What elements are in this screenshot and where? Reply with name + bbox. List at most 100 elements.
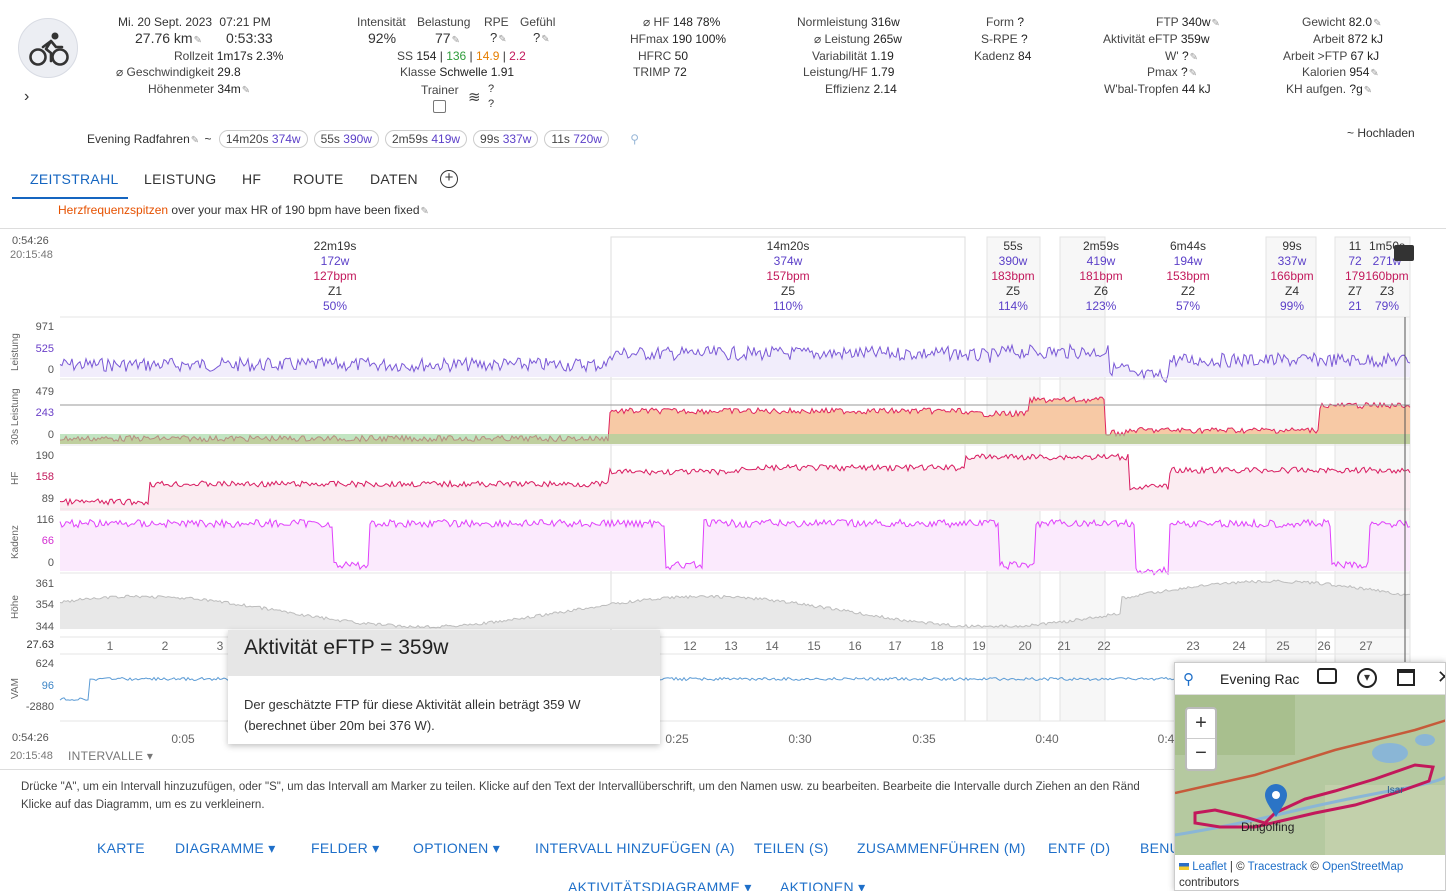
interval-header[interactable]: 55s 390w 183bpm Z5 114% <box>973 239 1053 314</box>
close-icon[interactable]: ✕ <box>1437 667 1445 688</box>
interval-header[interactable]: 11 72 179 Z7 21 <box>1340 239 1370 314</box>
intervals-button[interactable]: INTERVALLE ▾ <box>68 749 154 763</box>
caret-down-icon: ▾ <box>492 840 501 856</box>
km-tick-label: 19 <box>972 639 986 653</box>
rpe-value[interactable]: ?✎ <box>490 30 507 45</box>
fields-button[interactable]: FELDER ▾ <box>311 840 380 856</box>
km-tick-label: 25 <box>1276 639 1290 653</box>
interval-header[interactable]: 2m59s 419w 181bpm Z6 123% <box>1061 239 1141 314</box>
plus-circle-icon[interactable]: + <box>440 170 458 188</box>
zoom-out-button[interactable]: − <box>1195 742 1207 764</box>
add-interval-button[interactable]: INTERVALL HINZUFÜGEN (A) <box>535 840 735 856</box>
interval-bpm: 183bpm <box>991 269 1035 283</box>
tab-leistung[interactable]: LEISTUNG <box>144 171 217 187</box>
calories[interactable]: Kalorien 954✎ <box>1302 65 1379 79</box>
alt-axis-min: 344 <box>35 621 54 633</box>
interval-pct: 50% <box>322 299 348 313</box>
interval-bpm: 160bpm <box>1365 269 1409 283</box>
chevron-right-icon[interactable]: › <box>24 88 30 105</box>
interval-w: 172w <box>320 254 350 268</box>
tab-route[interactable]: ROUTE <box>293 171 344 187</box>
trainer-checkbox[interactable] <box>433 100 446 113</box>
osm-link[interactable]: OpenStreetMap <box>1322 861 1404 873</box>
ftp[interactable]: FTP 340w✎ <box>1156 15 1220 29</box>
custom-button[interactable]: BENU <box>1140 840 1181 856</box>
help-line-1: Drücke "A", um ein Intervall hinzuzufüge… <box>21 781 1140 793</box>
maximize-icon[interactable] <box>1397 669 1415 686</box>
vam-axis-mid: 96 <box>41 680 54 692</box>
interval-header[interactable]: 14m20s 374w 157bpm Z5 110% <box>748 239 828 314</box>
search-icon[interactable]: ⚲ <box>630 132 640 146</box>
interval-zone: Z7 <box>1347 284 1362 298</box>
chevron-down-circle-icon[interactable]: ▾ <box>1357 668 1377 688</box>
tab-underline <box>12 197 128 199</box>
pmax[interactable]: Pmax ?✎ <box>1147 65 1198 79</box>
load-value[interactable]: 77✎ <box>435 30 460 46</box>
kad-axis-mid: 66 <box>41 535 54 547</box>
tracestrack-link[interactable]: Tracestrack <box>1247 861 1308 873</box>
power-axis-max: 971 <box>35 321 54 333</box>
hr-spikes-link[interactable]: Herzfrequenzspitzen <box>58 203 169 217</box>
activity-eftp[interactable]: Aktivität eFTP 359w <box>1103 32 1210 46</box>
activity-date: Mi. 20 Sept. 2023 07:21 PM <box>118 15 271 29</box>
alt-axis-mid: 354 <box>35 599 54 611</box>
charts-button[interactable]: DIAGRAMME ▾ <box>175 840 276 856</box>
merge-button[interactable]: ZUSAMMENFÜHREN (M) <box>857 840 1026 856</box>
actions-button[interactable]: AKTIONEN ▾ <box>780 879 866 891</box>
time-tick-label: 0:25 <box>665 732 689 746</box>
hf-axis-label: HF <box>10 471 21 485</box>
activity-name[interactable]: Evening Radfahren <box>87 132 190 146</box>
cyclist-icon <box>29 32 69 66</box>
class-values: Klasse Schwelle 1.91 <box>400 65 515 79</box>
hr-warning: Herzfrequenzspitzen over your max HR of … <box>58 203 429 217</box>
tab-daten[interactable]: DATEN <box>370 171 418 187</box>
map-button[interactable]: KARTE <box>97 840 145 856</box>
interval-header[interactable]: 6m44s 194w 153bpm Z2 57% <box>1148 239 1228 314</box>
chip[interactable]: 2m59s 419w <box>384 130 468 148</box>
split-button[interactable]: TEILEN (S) <box>754 840 829 856</box>
max-hr: HFmax 190 100% <box>630 32 727 46</box>
feel-value[interactable]: ?✎ <box>533 30 550 45</box>
chip[interactable]: 11s 720w <box>544 130 609 148</box>
hfrc: HFRC 50 <box>638 49 689 63</box>
kad-axis-min: 0 <box>47 557 54 569</box>
chip[interactable]: 14m20s 374w <box>218 130 308 148</box>
chip[interactable]: 55s 390w <box>313 130 379 148</box>
activity-charts-button[interactable]: AKTIVITÄTSDIAGRAMME ▾ <box>568 879 752 891</box>
power-axis-mid: 525 <box>35 343 54 355</box>
carbs[interactable]: KH aufgen. ?g✎ <box>1286 82 1373 96</box>
time-tick-label: 0:35 <box>912 732 936 746</box>
activity-distance: 27.76 km✎ <box>135 30 202 46</box>
comment-icon[interactable] <box>1394 245 1414 261</box>
options-button[interactable]: OPTIONEN ▾ <box>413 840 501 856</box>
timeline-chart[interactable]: 0:54:26 20:15:48 1 2 3 12 13 14 15 16 17 18 19 20 21… <box>0 228 1446 768</box>
kad-axis-label: Kadenz <box>10 525 21 559</box>
route-line <box>1193 763 1435 829</box>
power-axis-label: Leistung <box>10 333 21 371</box>
weight[interactable]: Gewicht 82.0✎ <box>1302 15 1382 29</box>
alt-axis-max: 361 <box>35 578 54 590</box>
map-pin <box>1265 784 1287 817</box>
chart-svg[interactable]: 1 2 3 12 13 14 15 16 17 18 19 20 21 22 23 24 25 26 270:05 0… <box>0 229 1446 769</box>
time-tick-label: 0:05 <box>171 732 195 746</box>
ukraine-flag-icon <box>1179 863 1189 870</box>
zoom-in-button[interactable]: + <box>1187 709 1215 739</box>
lake <box>1415 734 1435 746</box>
altitude-trace <box>59 579 1410 629</box>
interval-header[interactable]: 22m19s 172w 127bpm Z1 50% <box>295 239 375 314</box>
map-panel[interactable]: ⚲ Evening Rac ▾ ✕ Dingolfing Isar + − Le… <box>1174 662 1446 891</box>
interval-header[interactable]: 1m50s 271w 160bpm Z3 79% <box>1347 239 1427 314</box>
ss-values: SS 154 | 136 | 14.9 | 2.2 <box>397 49 526 63</box>
w-prime[interactable]: W' ?✎ <box>1165 49 1199 63</box>
delete-button[interactable]: ENTF (D) <box>1048 840 1111 856</box>
map-canvas[interactable]: Dingolfing Isar <box>1175 695 1446 855</box>
chip[interactable]: 99s 337w <box>473 130 539 148</box>
camera-icon[interactable] <box>1317 668 1337 684</box>
upload-link[interactable]: ~ Hochladen <box>1347 126 1415 140</box>
leaflet-link[interactable]: Leaflet <box>1192 861 1227 873</box>
wind-icon: ≋ <box>468 89 481 106</box>
tab-zeitstrahl[interactable]: ZEITSTRAHL <box>30 171 119 187</box>
interval-header[interactable]: 99s 337w 166bpm Z4 99% <box>1252 239 1332 314</box>
tab-hf[interactable]: HF <box>242 171 262 187</box>
power-trace <box>59 343 1411 384</box>
